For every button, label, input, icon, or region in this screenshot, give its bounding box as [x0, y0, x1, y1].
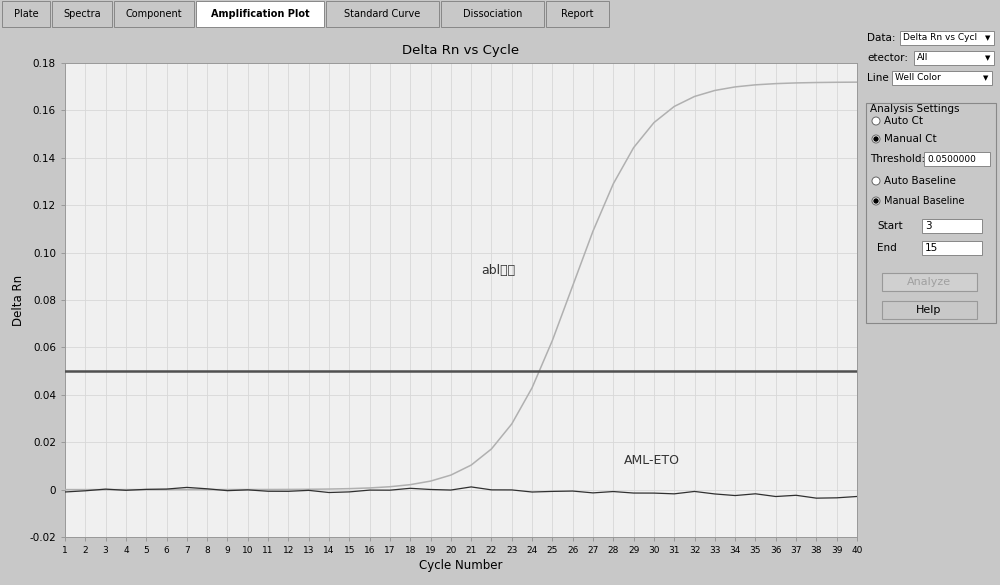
Bar — [866, 103, 996, 323]
Text: Threshold:: Threshold: — [870, 154, 925, 164]
Bar — [546, 1, 609, 27]
Text: 3: 3 — [925, 221, 932, 231]
Text: Line: Line — [867, 73, 889, 83]
Text: Manual Baseline: Manual Baseline — [884, 196, 964, 206]
Text: Start: Start — [877, 221, 903, 231]
Bar — [892, 71, 992, 85]
Text: Data:: Data: — [867, 33, 896, 43]
Text: Report: Report — [561, 9, 594, 19]
Text: Delta Rn vs Cycl: Delta Rn vs Cycl — [903, 33, 977, 43]
Bar — [914, 51, 994, 65]
Bar — [922, 219, 982, 233]
Circle shape — [872, 117, 880, 125]
Text: 0.0500000: 0.0500000 — [927, 154, 976, 163]
Bar — [441, 1, 544, 27]
Text: Well Color: Well Color — [895, 74, 941, 82]
Text: Auto Ct: Auto Ct — [884, 116, 923, 126]
Circle shape — [872, 177, 880, 185]
Text: Analysis Settings: Analysis Settings — [870, 104, 960, 114]
Text: 15: 15 — [925, 243, 938, 253]
Text: Standard Curve: Standard Curve — [344, 9, 421, 19]
Text: Plate: Plate — [14, 9, 38, 19]
Circle shape — [872, 197, 880, 205]
Text: Analyze: Analyze — [907, 277, 951, 287]
Text: End: End — [877, 243, 897, 253]
Text: ▼: ▼ — [985, 55, 991, 61]
Bar — [2, 1, 50, 27]
Bar — [52, 1, 112, 27]
X-axis label: Cycle Number: Cycle Number — [419, 559, 503, 572]
Y-axis label: Delta Rn: Delta Rn — [12, 274, 25, 326]
Text: Manual Ct: Manual Ct — [884, 134, 937, 144]
Text: Dissociation: Dissociation — [463, 9, 522, 19]
Bar — [196, 1, 324, 27]
Bar — [326, 1, 439, 27]
Text: Amplification Plot: Amplification Plot — [211, 9, 309, 19]
Bar — [922, 241, 982, 255]
Text: All: All — [917, 53, 928, 63]
Text: abl内参: abl内参 — [481, 264, 515, 277]
Circle shape — [874, 199, 878, 203]
Text: Spectra: Spectra — [63, 9, 101, 19]
Bar — [882, 273, 977, 291]
Text: etector:: etector: — [867, 53, 908, 63]
Text: Help: Help — [916, 305, 942, 315]
Bar — [924, 152, 990, 166]
Circle shape — [872, 135, 880, 143]
Text: Component: Component — [126, 9, 182, 19]
Text: ▼: ▼ — [985, 35, 991, 41]
Bar — [900, 31, 994, 45]
Text: Auto Baseline: Auto Baseline — [884, 176, 956, 186]
Bar — [114, 1, 194, 27]
Text: Delta Rn vs Cycle: Delta Rn vs Cycle — [402, 44, 520, 57]
Text: ▼: ▼ — [983, 75, 989, 81]
Bar — [882, 301, 977, 319]
Text: AML-ETO: AML-ETO — [623, 453, 679, 466]
Circle shape — [874, 137, 878, 141]
